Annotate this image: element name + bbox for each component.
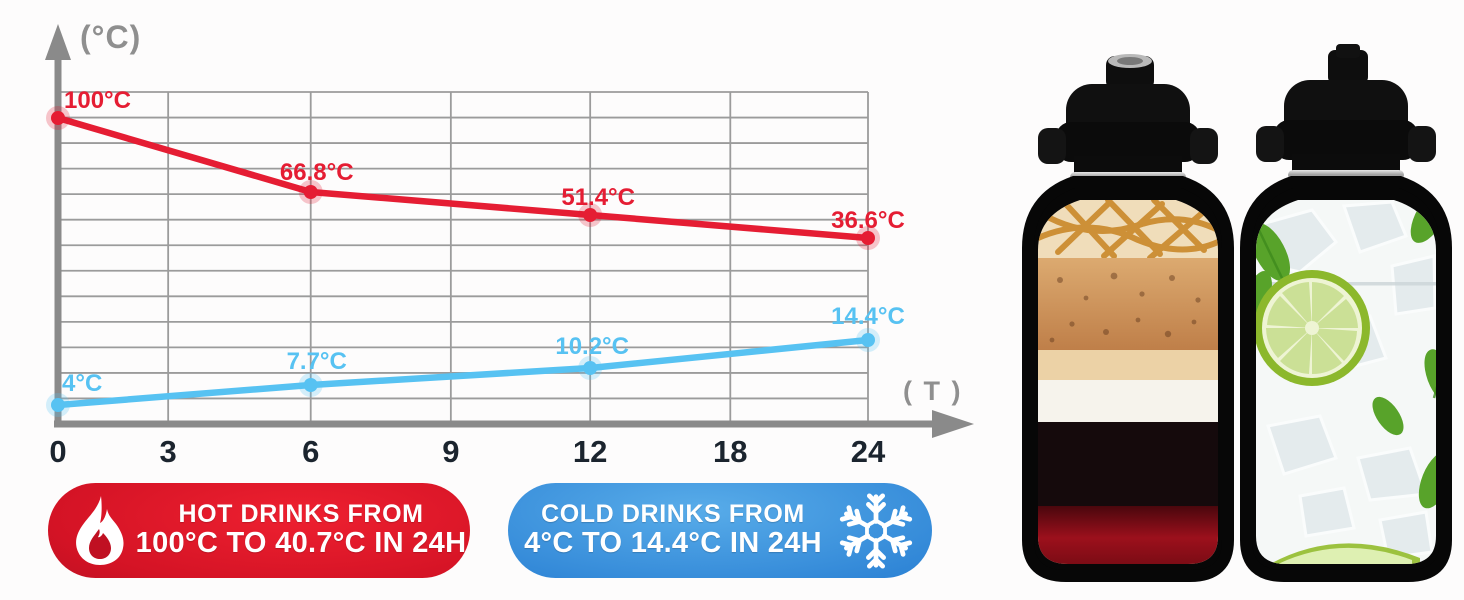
y-axis-label: (°C) (80, 19, 141, 55)
cold-drink-temperature-point-label: 7.7°C (287, 348, 347, 375)
hot-badge: HOT DRINKS FROM 100°C TO 40.7°C IN 24H (48, 483, 470, 578)
x-axis-label: ( T ) (903, 376, 962, 406)
cold-bottle-outline (1240, 176, 1452, 582)
y-axis-arrow (45, 24, 71, 60)
cold-badge-line2: 4°C TO 14.4°C IN 24H (524, 527, 822, 560)
lime-slice (1256, 270, 1370, 386)
cold-drink-temperature-line (54, 336, 872, 409)
x-tick-label-24: 24 (851, 434, 886, 469)
hot-bottle-image (1022, 54, 1234, 582)
cold-drink-temperature-point (861, 333, 875, 347)
hot-drink-temperature-point-label: 66.8°C (280, 159, 354, 186)
hot-badge-line2: 100°C TO 40.7°C IN 24H (135, 527, 467, 560)
flame-icon (68, 495, 132, 567)
hot-drink-temperature-point-label: 51.4°C (561, 184, 635, 211)
cold-bottle-lid (1256, 44, 1436, 172)
cold-drink-temperature-point-label: 4°C (62, 370, 102, 397)
x-tick-label-6: 6 (302, 434, 319, 469)
hot-drink-temperature-point (583, 208, 598, 222)
temperature-chart: (°C) ( T ) 0 3 6 9 12 18 24 100°C 66.8°C 51.4°C 36.6… (45, 19, 974, 469)
x-tick-label-3: 3 (160, 434, 177, 469)
hot-drink-graphic (1038, 200, 1218, 564)
hot-drink-temperature-point (303, 185, 318, 199)
x-tick-label-12: 12 (573, 434, 607, 469)
hot-drink-temperature-line (54, 114, 872, 242)
hot-drink-temperature-point (51, 111, 65, 125)
cold-drink-graphic (1256, 200, 1436, 564)
bottle-photos (1018, 28, 1458, 590)
cold-drink-temperature-point-label: 10.2°C (555, 333, 629, 360)
hot-bottle-outline (1022, 176, 1234, 582)
cold-badge-line1: COLD DRINKS FROM (541, 499, 805, 528)
hot-badge-line1: HOT DRINKS FROM (178, 499, 424, 528)
cold-badge: COLD DRINKS FROM 4°C TO 14.4°C IN 24H (508, 483, 932, 578)
hot-drink-temperature-point-label: 100°C (64, 87, 131, 114)
cold-drink-temperature-point (51, 398, 65, 412)
x-axis (54, 420, 932, 428)
hot-drink-temperature-point (861, 231, 875, 245)
x-tick-label-9: 9 (442, 434, 459, 469)
x-tick-label-18: 18 (713, 434, 747, 469)
temperature-chart-canvas: (°C) ( T ) 0 3 6 9 12 18 24 100°C 66.8°C 51.4°C 36.6… (45, 19, 974, 469)
hot-bottle-lid (1038, 54, 1218, 174)
x-axis-arrow (932, 410, 974, 438)
x-tick-label-0: 0 (49, 434, 66, 469)
hot-drink-temperature-point-label: 36.6°C (831, 207, 905, 234)
cold-drink-temperature-point (583, 361, 598, 375)
y-axis (54, 56, 62, 424)
cold-bottle-image (1240, 44, 1452, 582)
cold-drink-temperature-point (303, 378, 318, 392)
cold-badge-text: COLD DRINKS FROM 4°C TO 14.4°C IN 24H (508, 499, 838, 560)
cold-drink-temperature-point-label: 14.4°C (831, 303, 905, 330)
hot-badge-text: HOT DRINKS FROM 100°C TO 40.7°C IN 24H (132, 499, 470, 560)
snowflake-icon (838, 492, 914, 569)
